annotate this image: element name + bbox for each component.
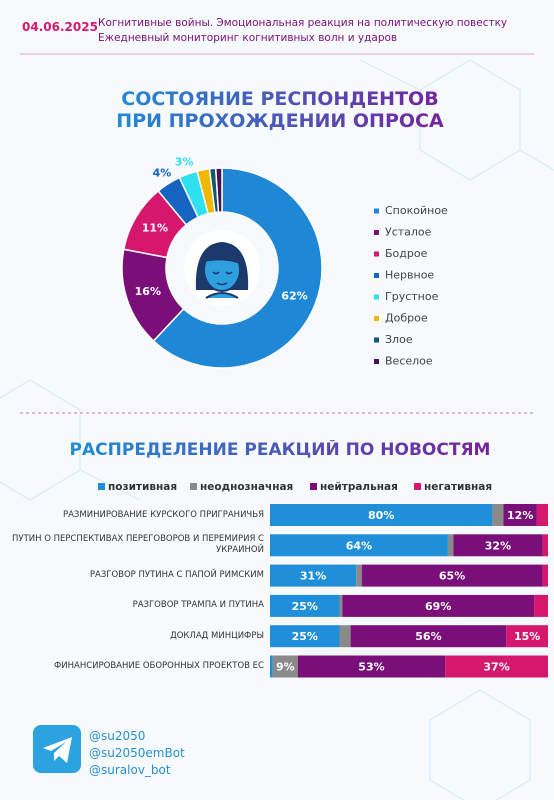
legend-marker <box>374 251 379 257</box>
legend-label: Доброе <box>385 312 428 325</box>
legend-label: Спокойное <box>385 204 448 217</box>
bar-segment <box>506 625 548 648</box>
legend-marker <box>414 483 421 490</box>
chart-title: РАСПРЕДЕЛЕНИЕ РЕАКЦИЙ ПО НОВОСТЯМ <box>60 440 500 460</box>
data-label: 53% <box>358 661 384 674</box>
bar-segment <box>361 564 543 587</box>
legend-marker <box>374 230 379 235</box>
header-line: Ежедневный мониторинг когнитивных волн и… <box>98 32 398 44</box>
data-label: 11% <box>142 221 168 234</box>
data-label: 32% <box>485 539 511 552</box>
legend-marker <box>374 273 379 278</box>
donut-slice <box>214 167 223 213</box>
handle: @su2050 <box>89 729 146 743</box>
category-label: ПУТИН О ПЕРСПЕКТИВАХ ПЕРЕГОВОРОВ И ПЕРЕМ… <box>12 534 264 556</box>
data-label: 25% <box>292 600 318 613</box>
bar-segment <box>270 655 273 678</box>
data-label: 62% <box>281 290 307 303</box>
telegram-logo <box>33 725 81 773</box>
legend-label: Нервное <box>385 269 434 282</box>
category-label: РАЗГОВОР ТРАМПА И ПУТИНА <box>132 600 264 611</box>
chart-title: СОСТОЯНИЕ РЕСПОНДЕНТОВ ПРИ ПРОХОЖДЕНИИ О… <box>100 88 460 132</box>
legend-marker <box>374 294 379 300</box>
legend-marker <box>374 316 379 321</box>
legend-label: неоднозначная <box>200 481 293 493</box>
category-label: РАЗГОВОР ПУТИНА С ПАПОЙ РИМСКИМ <box>89 570 264 581</box>
bar-segment <box>492 504 504 526</box>
category-label: ФИНАНСИРОВАНИЕ ОБОРОННЫХ ПРОЕКТОВ ЕС <box>53 661 264 671</box>
handle: @suralov_bot <box>89 763 171 777</box>
bar-segment <box>542 534 548 557</box>
bar-segment <box>270 564 357 587</box>
data-label: 16% <box>135 285 161 298</box>
data-label: 69% <box>425 600 451 613</box>
legend-marker <box>374 208 379 214</box>
legend-label: позитивная <box>108 481 177 493</box>
legend-label: негативная <box>424 481 492 493</box>
bar-segment <box>453 534 543 557</box>
bar-segment <box>270 534 448 557</box>
data-label: 56% <box>415 630 441 643</box>
legend-label: Веселое <box>385 355 433 368</box>
handle: @su2050emBot <box>89 746 185 760</box>
legend-label: Бодрое <box>385 247 428 260</box>
bar-segment <box>356 564 362 587</box>
data-label: 12% <box>507 509 533 522</box>
bar-segment <box>270 504 493 526</box>
bar-segment <box>270 594 340 617</box>
background-network <box>0 59 554 800</box>
avatar-icon <box>184 230 260 306</box>
bar-segment <box>536 504 548 526</box>
data-label: 25% <box>292 630 318 643</box>
data-label: 4% <box>153 166 172 179</box>
donut-slice <box>152 167 323 369</box>
bar-segment <box>339 594 343 617</box>
bar-segment <box>297 655 446 678</box>
legend-label: нейтральная <box>320 481 398 493</box>
category-label: ДОКЛАД МИНЦИФРЫ <box>170 630 264 641</box>
legend-label: Усталое <box>385 226 432 239</box>
legend-marker <box>98 483 105 490</box>
data-label: 80% <box>368 509 394 522</box>
data-label: 3% <box>175 156 194 169</box>
bar-segment <box>342 594 535 617</box>
legend-marker <box>190 483 197 490</box>
data-label: 37% <box>483 661 509 674</box>
header-line: Когнитивные войны. Эмоциональная реакция… <box>98 17 508 29</box>
bar-segment <box>339 625 351 648</box>
legend-marker <box>374 359 379 364</box>
bar-segment <box>503 504 537 526</box>
data-label: 31% <box>300 570 326 583</box>
bar-segment <box>542 564 548 587</box>
bar-segment <box>350 625 507 648</box>
data-label: 15% <box>514 630 540 643</box>
legend-label: Грустное <box>385 290 439 303</box>
legend-marker <box>374 337 379 343</box>
bar-segment <box>445 655 548 678</box>
data-label: 64% <box>346 539 372 552</box>
legend-label: Злое <box>385 333 413 346</box>
bar-segment <box>447 534 454 557</box>
bar-segment <box>270 625 340 648</box>
bar-segment <box>272 655 298 678</box>
category-label: РАЗМИНИРОВАНИЕ КУРСКОГО ПРИГРАНИЧЬЯ <box>62 509 264 520</box>
bar-segment <box>534 594 548 617</box>
footer-handles: @su2050 @su2050emBot @suralov_bot <box>89 728 185 779</box>
legend-marker <box>310 483 317 490</box>
date: 04.06.2025 <box>22 20 98 34</box>
data-label: 9% <box>276 661 295 674</box>
data-label: 65% <box>439 570 465 583</box>
